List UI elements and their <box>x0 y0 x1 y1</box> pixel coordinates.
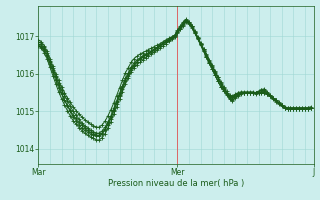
X-axis label: Pression niveau de la mer( hPa ): Pression niveau de la mer( hPa ) <box>108 179 244 188</box>
